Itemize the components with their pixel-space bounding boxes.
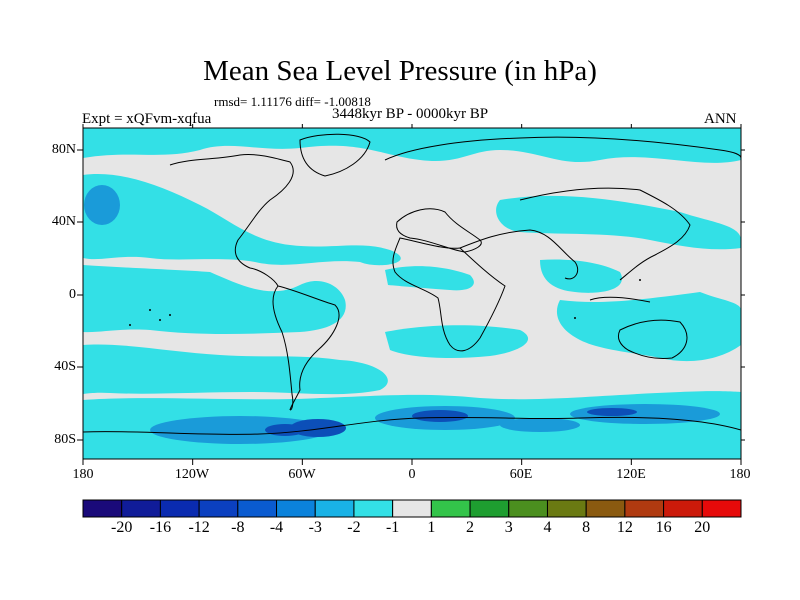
- lat-label-0: 0: [69, 287, 76, 302]
- colorbar-swatch: [353, 499, 394, 518]
- colorbar-label: 20: [694, 519, 711, 536]
- colorbar-swatch: [392, 499, 432, 518]
- lat-label-80s: 80S: [54, 432, 76, 447]
- colorbar-label: -4: [269, 519, 284, 536]
- lon-label-60w: 60W: [288, 467, 316, 482]
- colorbar-label: 16: [655, 519, 672, 536]
- colorbar-swatch: [430, 499, 471, 518]
- colorbar-swatch: [624, 499, 665, 518]
- lon-label-180e: 180: [729, 467, 751, 482]
- rmsd-diff-stats: rmsd= 1.11176 diff= -1.00818: [214, 94, 371, 109]
- colorbar-swatch: [546, 499, 587, 518]
- lat-label-40n: 40N: [51, 214, 76, 229]
- lon-label-120w: 120W: [174, 467, 210, 482]
- lat-label-40s: 40S: [54, 359, 76, 374]
- lon-label-60e: 60E: [509, 467, 533, 482]
- map-speckles: [129, 279, 641, 326]
- colorbar-swatch: [276, 499, 316, 518]
- lat-label-80n: 80N: [51, 142, 76, 157]
- colorbar-label: 8: [582, 519, 591, 536]
- colorbar-label: -3: [308, 519, 322, 536]
- colorbar-swatch: [585, 499, 626, 518]
- colorbar-label: -12: [188, 519, 210, 536]
- axis-ticks: [77, 124, 745, 465]
- colorbar-label: -1: [385, 519, 400, 536]
- map-field: [83, 128, 741, 459]
- lon-label-120e: 120E: [616, 467, 646, 482]
- colorbar-swatch: [121, 499, 161, 518]
- colorbar-swatch: [508, 499, 548, 518]
- colorbar-label: 12: [616, 519, 633, 536]
- colorbar-swatch: [663, 499, 703, 518]
- colorbar-swatch: [159, 499, 200, 518]
- colorbar-swatch: [701, 499, 742, 518]
- colorbar-swatch: [82, 499, 123, 518]
- colorbar-swatch: [237, 499, 278, 518]
- colorbar-label: 1: [427, 519, 436, 536]
- time-range-subtitle: 3448kyr BP - 0000kyr BP: [331, 106, 489, 122]
- lon-label-0: 0: [408, 467, 416, 482]
- colorbar-label: 2: [466, 519, 475, 536]
- colorbar: [82, 499, 742, 518]
- colorbar-swatch: [198, 499, 239, 518]
- colorbar-swatch: [469, 499, 510, 518]
- colorbar-label: 3: [504, 519, 513, 536]
- colorbar-label: -16: [149, 519, 172, 536]
- colorbar-swatch: [314, 499, 355, 518]
- coastlines: [83, 133, 741, 435]
- colorbar-label: 4: [543, 519, 552, 536]
- lon-label-180w: 180: [72, 467, 94, 482]
- colorbar-label: -20: [111, 519, 133, 536]
- colorbar-label: -8: [231, 519, 245, 536]
- chart-title: Mean Sea Level Pressure (in hPa): [203, 55, 597, 87]
- colorbar-label: -2: [347, 519, 361, 536]
- experiment-label: Expt = xQFvm-xqfua: [82, 111, 212, 127]
- season-label: ANN: [704, 111, 737, 127]
